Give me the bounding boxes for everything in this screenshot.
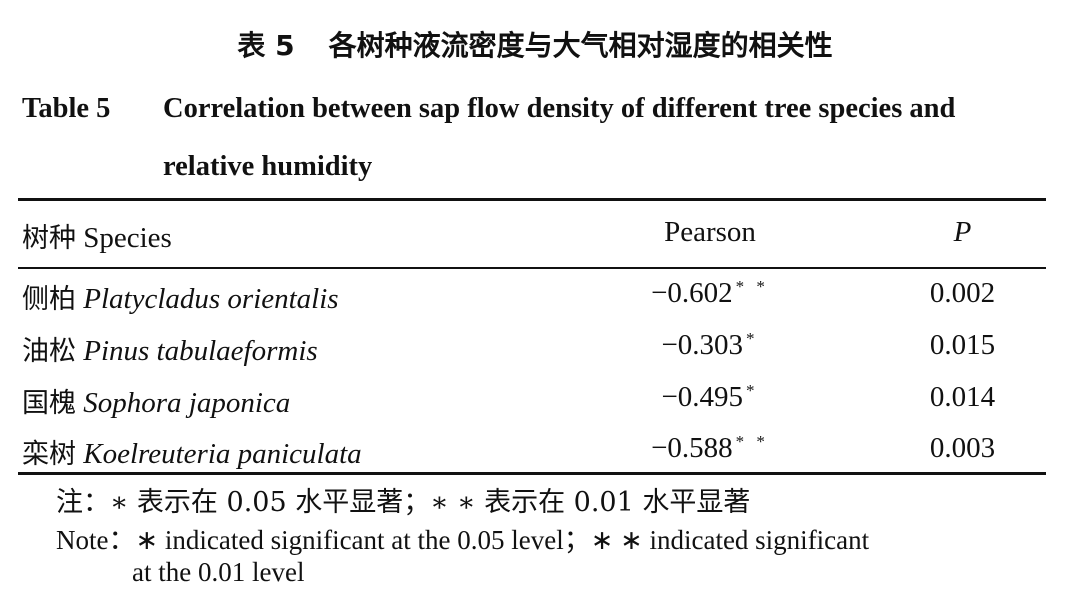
species-cn: 国槐 — [22, 388, 76, 419]
pearson-value: −0.303 * — [620, 329, 800, 362]
table-row-species: 栾树 Koelreuteria paniculata — [22, 432, 362, 471]
table-title-en: Correlation between sap flow density of … — [163, 93, 956, 182]
significance-mark: * * — [735, 432, 769, 451]
p-value: 0.003 — [929, 432, 996, 464]
bottom-rule — [18, 472, 1046, 475]
header-p: P — [880, 216, 1045, 249]
species-latin: Sophora japonica — [83, 387, 291, 419]
species-latin: Koelreuteria paniculata — [83, 438, 362, 470]
header-species-cn: 树种 — [22, 223, 76, 254]
note-cn: 注：∗ 表示在 0.05 水平显著；∗ ∗ 表示在 0.01 水平显著 — [56, 480, 750, 519]
table-row-species: 侧柏 Platycladus orientalis — [22, 277, 339, 316]
species-cn: 侧柏 — [22, 284, 76, 315]
note-en-line1: Note：∗ indicated significant at the 0.05… — [56, 525, 870, 555]
table-title-cn: 各树种液流密度与大气相对湿度的相关性 — [328, 29, 833, 62]
note-en-line2: at the 0.01 level — [132, 557, 305, 587]
significance-mark: * — [746, 381, 759, 400]
table-number-cn: 表 5 — [237, 29, 295, 62]
note-cn-text: 注：∗ 表示在 0.05 水平显著；∗ ∗ 表示在 0.01 水平显著 — [56, 487, 751, 518]
significance-mark: * * — [735, 277, 769, 296]
table-number-en: Table 5 — [22, 93, 111, 124]
pearson-number: −0.602 — [651, 277, 733, 309]
p-value: 0.002 — [929, 277, 996, 309]
pearson-number: −0.303 — [661, 329, 744, 361]
pearson-number: −0.495 — [661, 381, 744, 413]
header-species: 树种 Species — [22, 216, 172, 255]
species-cn: 油松 — [22, 336, 76, 367]
species-cn: 栾树 — [22, 439, 76, 470]
species-latin: Pinus tabulaeformis — [83, 335, 318, 367]
table-row-species: 国槐 Sophora japonica — [22, 381, 290, 420]
species-latin: Platycladus orientalis — [83, 283, 339, 315]
pearson-value: −0.602 * * — [620, 277, 800, 310]
header-rule — [18, 267, 1046, 269]
p-value: 0.014 — [929, 381, 996, 413]
pearson-value: −0.495 * — [620, 381, 800, 414]
table-caption-cn: 表 5 各树种液流密度与大气相对湿度的相关性 — [0, 24, 1070, 64]
header-species-en: Species — [83, 222, 172, 254]
top-rule — [18, 198, 1046, 201]
significance-mark: * — [746, 329, 759, 348]
p-value: 0.015 — [929, 329, 996, 361]
header-pearson: Pearson — [664, 216, 756, 248]
pearson-value: −0.588 * * — [620, 432, 800, 465]
pearson-number: −0.588 — [651, 432, 733, 464]
table-row-species: 油松 Pinus tabulaeformis — [22, 329, 318, 368]
header-p-label: P — [953, 216, 972, 248]
